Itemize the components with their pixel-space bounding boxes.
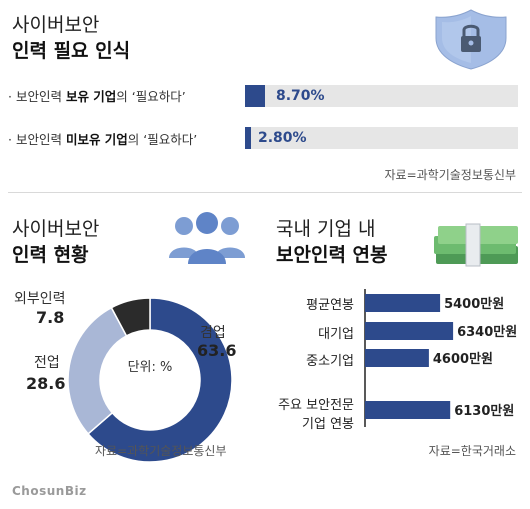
section-divider bbox=[8, 192, 522, 193]
section1-title-line2: 인력 필요 인식 bbox=[12, 40, 131, 62]
donut-slice-2 bbox=[110, 297, 151, 337]
salary-value-label-1: 6340만원 bbox=[457, 324, 517, 340]
section2-title-line1: 사이버보안 bbox=[12, 218, 100, 240]
section1-title-line1: 사이버보안 bbox=[12, 14, 100, 36]
donut-value-external: 7.8 bbox=[36, 308, 65, 327]
brand-logo: ChosunBiz bbox=[12, 484, 87, 498]
salary-category-label-3a: 주요 보안전문 bbox=[278, 398, 354, 413]
section3-source: 자료=한국거래소 bbox=[428, 444, 516, 458]
salary-category-label-3b: 기업 연봉 bbox=[302, 417, 354, 432]
need-bar-1 bbox=[245, 127, 251, 149]
salary-value-label-2: 4600만원 bbox=[433, 351, 493, 367]
need-track-1 bbox=[245, 127, 518, 149]
donut-slice-0 bbox=[87, 297, 233, 463]
salary-bar-2 bbox=[365, 349, 429, 367]
section3-title-line2: 보안인력 연봉 bbox=[276, 244, 388, 266]
section3-title-line1: 국내 기업 내 bbox=[276, 218, 376, 240]
need-bar-0 bbox=[245, 85, 265, 107]
salary-value-label-3: 6130만원 bbox=[454, 403, 514, 419]
donut-label-concurrent: 겸업 bbox=[200, 325, 226, 341]
section2-source: 자료=과학기술정보통신부 bbox=[95, 444, 227, 458]
section1-source: 자료=과학기술정보통신부 bbox=[384, 168, 517, 182]
donut-center-label: 단위: % bbox=[127, 360, 173, 375]
donut-label-fulltime: 전업 bbox=[34, 355, 60, 371]
salary-bar-0 bbox=[365, 294, 441, 312]
salary-category-label-1: 대기업 bbox=[318, 327, 354, 342]
donut-label-external: 외부인력 bbox=[14, 291, 66, 307]
need-track-0 bbox=[245, 85, 518, 107]
salary-bar-3 bbox=[365, 401, 451, 419]
salary-bar-chart: 5400만원 6340만원 4600만원 6130만원 bbox=[364, 289, 517, 427]
need-value-label-1: 2.80% bbox=[258, 130, 307, 146]
donut-value-concurrent: 63.6 bbox=[197, 341, 237, 360]
salary-category-label-0: 평균연봉 bbox=[306, 298, 354, 313]
shield-lock-icon bbox=[435, 9, 507, 70]
need-value-label-0: 8.70% bbox=[276, 88, 325, 104]
section2-title-line2: 인력 현황 bbox=[12, 244, 89, 266]
need-row-label-0: · 보안인력 보유 기업의 ‘필요하다’ bbox=[8, 89, 186, 104]
money-stack-icon bbox=[434, 223, 518, 267]
salary-bar-1 bbox=[365, 322, 454, 340]
people-group-icon bbox=[169, 212, 245, 264]
need-row-label-1: · 보안인력 미보유 기업의 ‘필요하다’ bbox=[8, 132, 198, 147]
salary-category-label-2: 중소기업 bbox=[306, 354, 354, 369]
salary-value-label-0: 5400만원 bbox=[444, 296, 504, 312]
donut-value-fulltime: 28.6 bbox=[26, 374, 66, 393]
workforce-donut-chart bbox=[67, 297, 233, 463]
